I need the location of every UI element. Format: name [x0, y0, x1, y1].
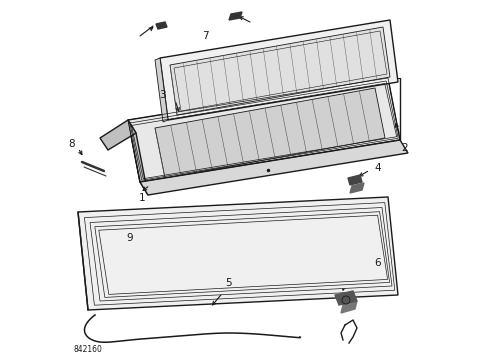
Polygon shape — [90, 207, 392, 301]
Polygon shape — [140, 140, 408, 195]
Polygon shape — [100, 120, 136, 150]
Polygon shape — [348, 175, 362, 185]
Polygon shape — [155, 58, 168, 122]
Polygon shape — [341, 301, 357, 313]
Polygon shape — [160, 20, 398, 120]
Polygon shape — [95, 212, 390, 297]
Polygon shape — [128, 120, 148, 195]
Polygon shape — [170, 27, 390, 115]
Polygon shape — [229, 12, 242, 20]
Text: 7: 7 — [202, 31, 208, 41]
Polygon shape — [84, 203, 395, 305]
Text: 1: 1 — [139, 193, 146, 203]
Polygon shape — [99, 215, 388, 294]
Polygon shape — [335, 291, 357, 305]
Text: 842160: 842160 — [74, 346, 102, 355]
Polygon shape — [350, 183, 364, 193]
Polygon shape — [155, 88, 385, 178]
Text: 3: 3 — [159, 90, 165, 100]
Text: 9: 9 — [127, 233, 133, 243]
Text: 2: 2 — [402, 143, 408, 153]
Text: 5: 5 — [225, 278, 231, 288]
Polygon shape — [128, 78, 400, 182]
Text: 6: 6 — [375, 258, 381, 268]
Polygon shape — [78, 197, 398, 310]
Text: 8: 8 — [69, 139, 75, 149]
Polygon shape — [156, 22, 167, 29]
Text: 4: 4 — [375, 163, 381, 173]
